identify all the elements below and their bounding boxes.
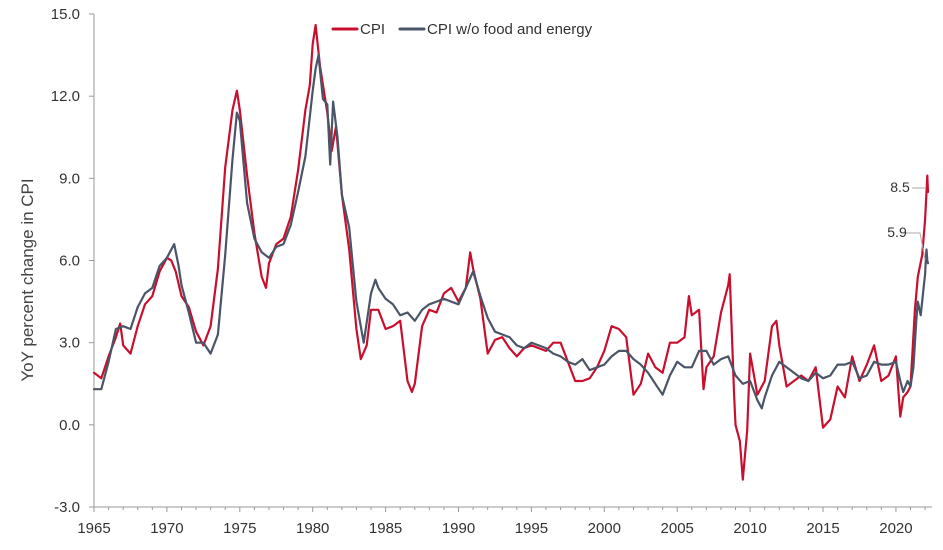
x-tick-label: 1995 bbox=[515, 520, 548, 537]
y-tick-label: 9.0 bbox=[59, 170, 80, 187]
annotations: 8.5 5.9 bbox=[887, 179, 926, 260]
y-axis-label: YoY percent change in CPI bbox=[18, 178, 37, 381]
x-tick-label: 2010 bbox=[733, 520, 766, 537]
x-tick-label: 1970 bbox=[150, 520, 183, 537]
x-tick-label: 2020 bbox=[879, 520, 912, 537]
annotation-leader bbox=[903, 232, 926, 260]
x-tick-label: 2015 bbox=[806, 520, 839, 537]
x-tick-label: 1990 bbox=[442, 520, 475, 537]
series-core-cpi-line bbox=[92, 54, 930, 410]
y-tick-label: 6.0 bbox=[59, 253, 80, 270]
end-value-label: 5.9 bbox=[887, 224, 907, 240]
legend: CPI CPI w/o food and energy bbox=[331, 21, 593, 38]
y-tick-label: 3.0 bbox=[59, 335, 80, 352]
y-tick-label: 12.0 bbox=[51, 88, 80, 105]
x-tick-label: 1980 bbox=[296, 520, 329, 537]
axes: -3.0 0.0 3.0 6.0 9.0 12.0 15.0 1965 1970 1975 1980… bbox=[51, 6, 932, 537]
legend-label: CPI w/o food and energy bbox=[427, 21, 593, 38]
y-tick-label: -3.0 bbox=[54, 499, 80, 516]
series-cpi-line bbox=[92, 23, 930, 481]
series-layer bbox=[92, 23, 930, 481]
end-value-label: 8.5 bbox=[890, 179, 910, 195]
y-tick-label: 15.0 bbox=[51, 6, 80, 23]
x-tick-label: 1975 bbox=[223, 520, 256, 537]
x-tick-label: 1985 bbox=[369, 520, 402, 537]
x-tick-label: 2005 bbox=[661, 520, 694, 537]
x-tick-label: 1965 bbox=[77, 520, 110, 537]
y-tick-label: 0.0 bbox=[59, 417, 80, 434]
x-tick-label: 2000 bbox=[588, 520, 621, 537]
legend-label: CPI bbox=[360, 21, 385, 38]
